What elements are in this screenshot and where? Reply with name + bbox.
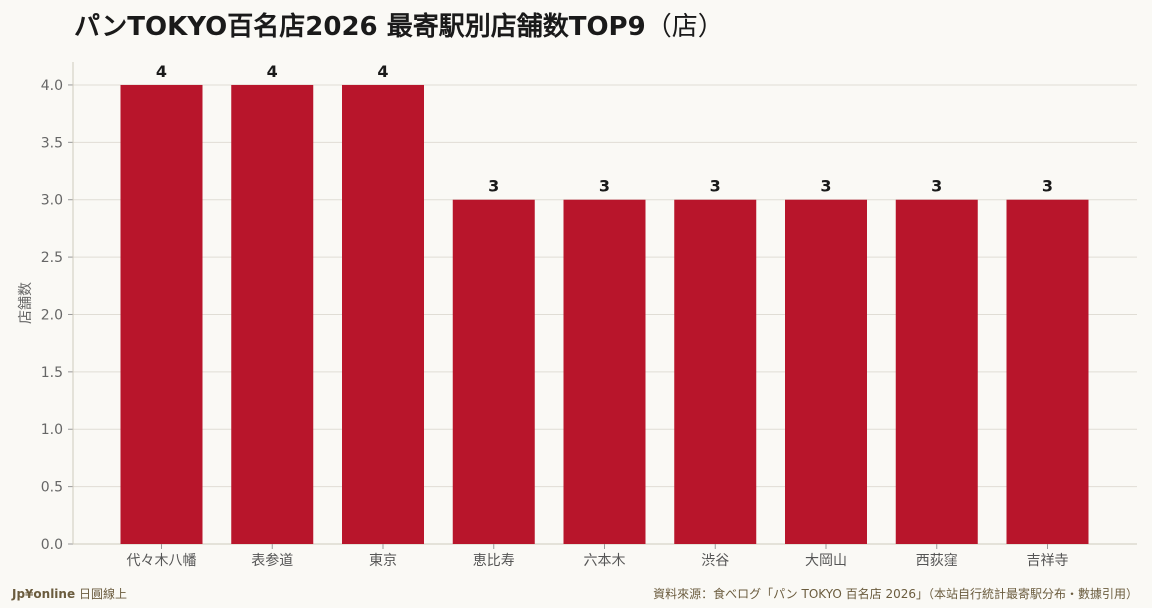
bar	[785, 199, 867, 544]
bar	[120, 84, 203, 544]
x-tick-label: 東京	[369, 553, 397, 569]
data-label: 4	[156, 62, 167, 81]
y-axis-title: 店舗数	[18, 282, 34, 324]
chart-title-main: パンTOKYO百名店2026 最寄駅別店舗数TOP9	[74, 12, 646, 42]
y-tick-label: 3.0	[41, 193, 63, 209]
x-tick-label: 吉祥寺	[1027, 553, 1069, 569]
labels: 4 代々木八幡 4 表参道 4 東京 3 恵比寿 3 六本木 3 渋谷 3 大岡山 3 西荻窪 3 吉祥寺	[127, 62, 1069, 569]
x-tick-label: 恵比寿	[473, 552, 515, 569]
data-label: 3	[710, 177, 721, 196]
y-tick-label: 0.0	[41, 537, 63, 553]
bar	[1006, 199, 1089, 544]
x-tick-label: 代々木八幡	[127, 553, 197, 569]
bar	[895, 199, 978, 544]
data-label: 3	[931, 177, 942, 196]
bar	[452, 199, 535, 544]
data-label: 3	[820, 177, 831, 196]
x-tick-label: 渋谷	[701, 553, 729, 569]
chart-title-unit: （店）	[645, 12, 724, 42]
y-tick-label: 1.0	[41, 422, 63, 438]
brand-name: Jp¥online	[12, 587, 76, 601]
data-label: 3	[1042, 177, 1053, 196]
footer-brand: Jp¥online 日圓線上	[12, 585, 127, 602]
bars	[120, 84, 1089, 544]
bar	[342, 84, 424, 544]
y-tick-label: 1.5	[41, 365, 63, 381]
footer-source: 資料來源：食べログ「パン TOKYO 百名店 2026」（本站自行統計最寄駅分布…	[653, 587, 1138, 601]
data-label: 3	[488, 177, 499, 196]
y-tick-label: 4.0	[41, 78, 63, 94]
x-tick-label: 大岡山	[805, 553, 847, 569]
y-tick-label: 0.5	[41, 480, 63, 496]
brand-suffix: 日圓線上	[78, 587, 127, 601]
x-tick-label: 西荻窪	[916, 552, 958, 569]
x-tick-label: 表参道	[251, 552, 293, 569]
x-tick-label: 六本木	[584, 553, 626, 569]
y-tick-label: 2.5	[41, 250, 63, 266]
data-label: 4	[267, 62, 278, 81]
bar	[563, 199, 646, 544]
y-tick-label: 3.5	[41, 135, 63, 151]
data-label: 4	[377, 62, 388, 81]
y-tick-label: 2.0	[41, 307, 63, 323]
bar	[674, 199, 757, 544]
data-label: 3	[599, 177, 610, 196]
bar	[231, 84, 314, 544]
chart-title: パンTOKYO百名店2026 最寄駅別店舗数TOP9（店）	[74, 6, 724, 43]
